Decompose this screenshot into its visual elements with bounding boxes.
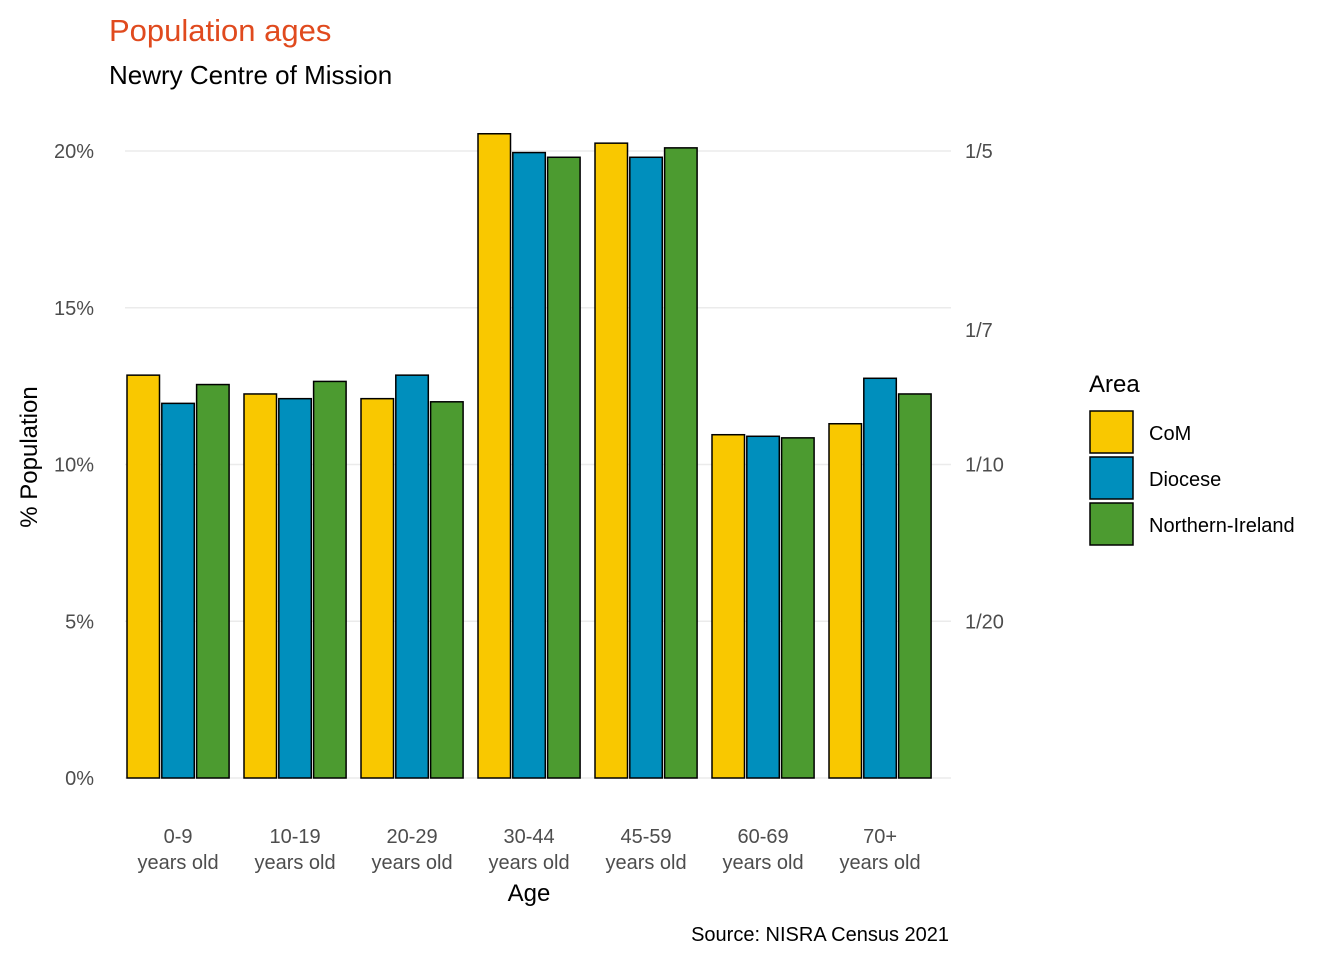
legend-label: Northern-Ireland <box>1149 515 1295 537</box>
x-tick-label: years old <box>722 852 803 874</box>
bar-com-0 <box>126 374 161 779</box>
x-tick-label: years old <box>137 852 218 874</box>
x-tick-label: years old <box>488 852 569 874</box>
x-axis: 0-9 years old 10-19 years old 20-29 years old… <box>137 826 920 874</box>
x-tick-label: 10-19 <box>269 826 320 848</box>
bar-northern-ireland-1 <box>312 380 347 779</box>
bar-diocese-0 <box>161 402 196 779</box>
x-tick-label: 60-69 <box>737 826 788 848</box>
x-tick-label: years old <box>605 852 686 874</box>
bar-diocese-5 <box>746 435 781 779</box>
bar-com-2 <box>360 397 395 779</box>
chart-title: Population ages <box>109 13 331 48</box>
chart-subtitle: Newry Centre of Mission <box>109 60 392 90</box>
y-axis-title: % Population <box>16 386 43 527</box>
bar-com-1 <box>243 393 278 779</box>
bar-northern-ireland-3 <box>546 156 581 779</box>
bar-diocese-3 <box>512 151 547 779</box>
x-tick-label: 0-9 <box>164 826 193 848</box>
x-tick-label: 45-59 <box>620 826 671 848</box>
chart-caption: Source: NISRA Census 2021 <box>691 924 949 946</box>
legend: Area CoM Diocese Northern-Ireland <box>1089 371 1295 546</box>
legend-swatch-northern-ireland <box>1089 502 1134 546</box>
legend-swatch-diocese <box>1089 456 1134 500</box>
bar-diocese-4 <box>629 156 664 779</box>
bar-com-4 <box>594 142 629 779</box>
secondary-y-tick-label: 1/20 <box>965 611 1004 633</box>
bar-northern-ireland-5 <box>780 437 815 779</box>
y-tick-label: 20% <box>54 141 94 163</box>
secondary-y-tick-label: 1/5 <box>965 141 993 163</box>
bar-northern-ireland-6 <box>897 393 932 779</box>
x-tick-label: 30-44 <box>503 826 554 848</box>
bars <box>126 133 932 779</box>
secondary-y-tick-label: 1/7 <box>965 320 993 342</box>
y-axis-right: 1/5 1/7 1/10 1/20 <box>965 141 1004 633</box>
x-tick-label: 20-29 <box>386 826 437 848</box>
secondary-y-tick-label: 1/10 <box>965 455 1004 477</box>
y-axis-left: 0% 5% 10% 15% 20% <box>54 141 94 790</box>
bar-northern-ireland-0 <box>195 383 230 779</box>
y-tick-label: 0% <box>65 768 94 790</box>
legend-swatch-com <box>1089 410 1134 454</box>
y-tick-label: 5% <box>65 611 94 633</box>
y-tick-label: 10% <box>54 455 94 477</box>
bar-northern-ireland-4 <box>663 147 698 779</box>
y-tick-label: 15% <box>54 298 94 320</box>
bar-diocese-2 <box>395 374 430 779</box>
bar-com-3 <box>477 133 512 779</box>
x-tick-label: years old <box>839 852 920 874</box>
legend-title: Area <box>1089 371 1140 398</box>
legend-label: Diocese <box>1149 469 1221 491</box>
x-tick-label: 70+ <box>863 826 897 848</box>
bar-diocese-6 <box>863 377 898 779</box>
x-axis-title: Age <box>508 880 551 907</box>
legend-label: CoM <box>1149 423 1191 445</box>
bar-northern-ireland-2 <box>429 401 464 779</box>
bar-com-6 <box>828 422 863 779</box>
bar-com-5 <box>711 433 746 779</box>
x-tick-label: years old <box>371 852 452 874</box>
bar-diocese-1 <box>278 397 313 779</box>
x-tick-label: years old <box>254 852 335 874</box>
